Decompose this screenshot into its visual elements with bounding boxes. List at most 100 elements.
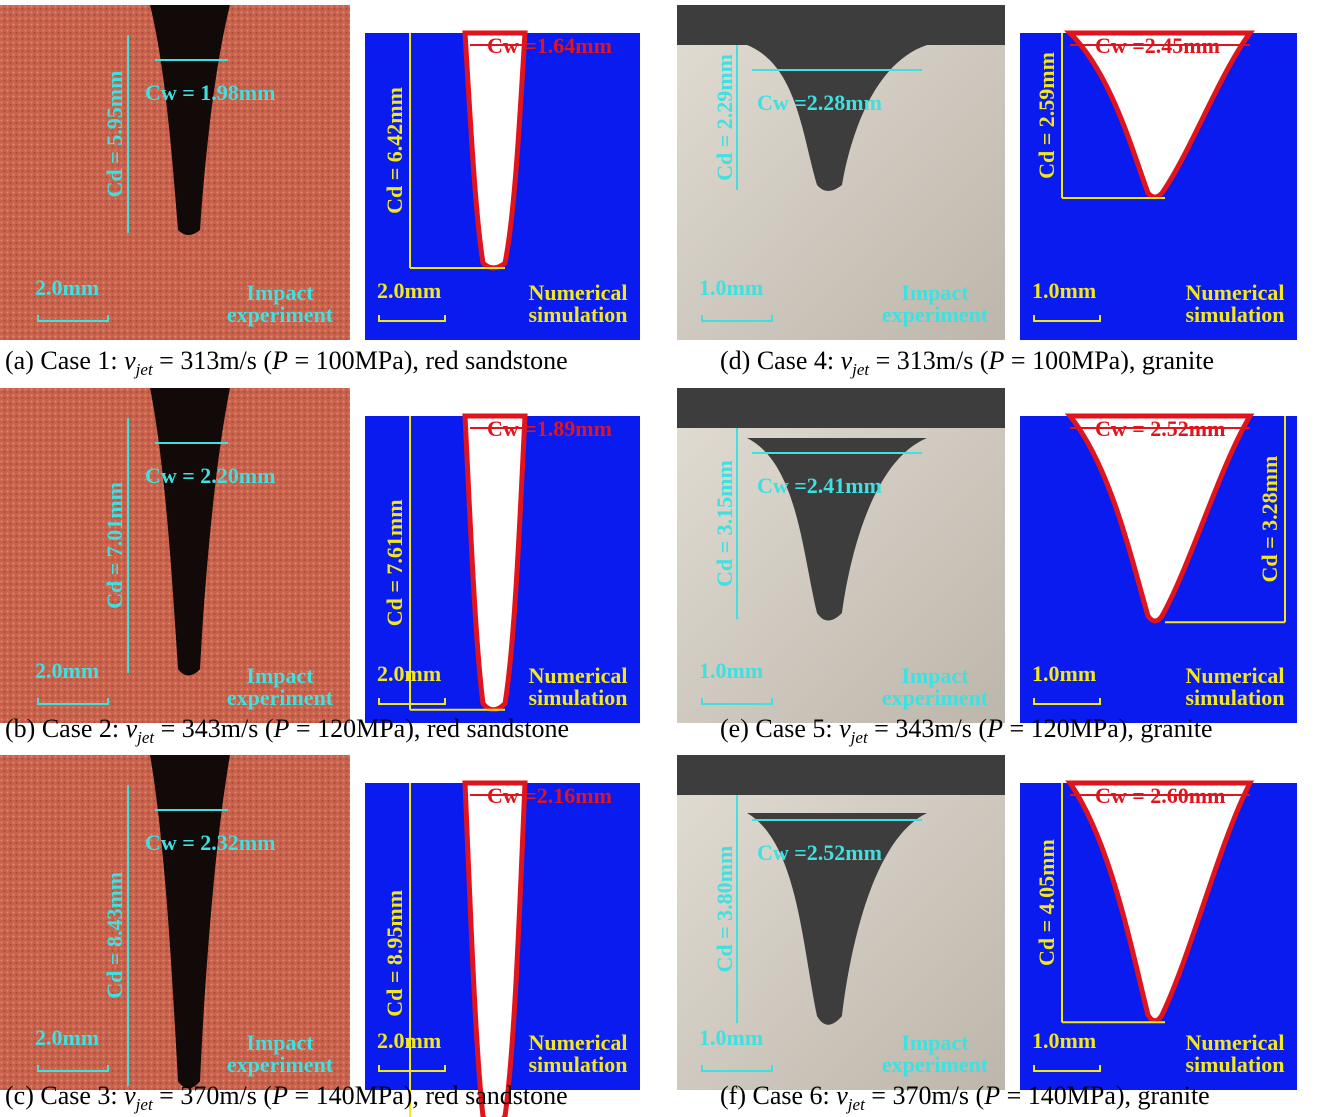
top-strip <box>365 755 640 783</box>
cd-label: Cd = 7.01mm <box>102 482 127 609</box>
cw-label: Cw =2.52mm <box>757 840 882 865</box>
caption-rest: = 100MPa), granite <box>1004 346 1214 375</box>
caption: (b) Case 2: vjet = 343m/s (P = 120MPa), … <box>5 714 569 747</box>
cw-label: Cw = 2.20mm <box>145 463 275 488</box>
cw-label: Cw =2.45mm <box>1095 33 1220 58</box>
caption-v: v <box>839 714 851 743</box>
cd-label: Cd = 3.15mm <box>712 460 737 587</box>
scale-label: 1.0mm <box>1032 278 1096 303</box>
caption-speed: = 343m/s ( <box>154 714 273 743</box>
scale-label: 2.0mm <box>377 661 441 686</box>
cw-label: Cw =2.28mm <box>757 90 882 115</box>
experiment-panel: Cw = 1.98mmCd = 5.95mm2.0mmImpactexperim… <box>0 5 350 340</box>
top-strip <box>365 5 640 33</box>
scale-label: 2.0mm <box>35 275 99 300</box>
scale-label: 1.0mm <box>699 1025 763 1050</box>
cd-label: Cd = 5.95mm <box>102 71 127 198</box>
cd-label: Cd = 3.80mm <box>712 846 737 973</box>
caption-v: v <box>841 346 853 375</box>
caption-p: P <box>271 1081 288 1110</box>
caption-sub: jet <box>134 1095 154 1114</box>
cd-label: Cd = 7.61mm <box>382 499 407 626</box>
caption-speed: = 370m/s ( <box>865 1081 984 1110</box>
caption-v: v <box>124 346 136 375</box>
caption-speed: = 370m/s ( <box>153 1081 272 1110</box>
caption-p: P <box>986 714 1003 743</box>
cd-label: Cd = 8.43mm <box>102 872 127 999</box>
caption-sub: jet <box>849 728 869 747</box>
cw-label: Cw =1.89mm <box>487 416 612 441</box>
experiment-panel: Cw = 2.32mmCd = 8.43mm2.0mmImpactexperim… <box>0 755 350 1090</box>
caption-speed: = 313m/s ( <box>869 346 988 375</box>
caption-case: (a) Case 1: <box>5 346 124 375</box>
caption-rest: = 120MPa), red sandstone <box>289 714 569 743</box>
caption-v: v <box>126 714 138 743</box>
cd-label: Cd = 8.95mm <box>382 890 407 1017</box>
top-strip <box>1020 755 1297 783</box>
caption-sub: jet <box>846 1095 866 1114</box>
panel-label: simulation <box>528 1052 627 1077</box>
caption-speed: = 343m/s ( <box>868 714 987 743</box>
cw-label: Cw = 2.52mm <box>1095 416 1225 441</box>
simulation-panel: Cw =2.45mmCd = 2.59mm1.0mmNumericalsimul… <box>1020 5 1297 340</box>
scale-label: 1.0mm <box>699 658 763 683</box>
caption: (f) Case 6: vjet = 370m/s (P = 140MPa), … <box>720 1081 1210 1114</box>
caption: (e) Case 5: vjet = 343m/s (P = 120MPa), … <box>720 714 1213 747</box>
panel-label: simulation <box>1185 1052 1284 1077</box>
caption-p: P <box>273 714 290 743</box>
cw-label: Cw =2.41mm <box>757 473 882 498</box>
panel-label: simulation <box>528 685 627 710</box>
caption-sub: jet <box>134 360 154 379</box>
cd-label: Cd = 2.59mm <box>1034 52 1059 179</box>
caption: (a) Case 1: vjet = 313m/s (P = 100MPa), … <box>5 346 568 379</box>
caption-case: (c) Case 3: <box>5 1081 124 1110</box>
cw-label: Cw = 2.32mm <box>145 830 275 855</box>
cd-label: Cd = 6.42mm <box>382 87 407 214</box>
panel-label: experiment <box>882 1052 989 1077</box>
caption-case: (f) Case 6: <box>720 1081 836 1110</box>
caption-p: P <box>983 1081 1000 1110</box>
panel-label: experiment <box>227 685 334 710</box>
top-strip <box>1020 388 1297 416</box>
scale-label: 2.0mm <box>35 1025 99 1050</box>
experiment-panel: Cw =2.41mmCd = 3.15mm1.0mmImpactexperime… <box>677 388 1005 723</box>
caption-sub: jet <box>135 728 155 747</box>
air <box>677 755 1005 795</box>
panel-label: experiment <box>227 1052 334 1077</box>
caption-sub: jet <box>850 360 870 379</box>
caption-case: (d) Case 4: <box>720 346 841 375</box>
scale-label: 1.0mm <box>1032 661 1096 686</box>
caption-rest: = 140MPa), red sandstone <box>288 1081 568 1110</box>
top-strip <box>365 388 640 416</box>
caption-rest: = 100MPa), red sandstone <box>288 346 568 375</box>
figure: Cw = 1.98mmCd = 5.95mm2.0mmImpactexperim… <box>0 0 1322 1117</box>
cd-label: Cd = 4.05mm <box>1034 839 1059 966</box>
cw-label: Cw = 1.98mm <box>145 80 275 105</box>
cw-label: Cw =1.64mm <box>487 33 612 58</box>
cw-label: Cw = 2.60mm <box>1095 783 1225 808</box>
caption: (c) Case 3: vjet = 370m/s (P = 140MPa), … <box>5 1081 568 1114</box>
panel-label: simulation <box>1185 302 1284 327</box>
cw-label: Cw =2.16mm <box>487 783 612 808</box>
caption-case: (b) Case 2: <box>5 714 126 743</box>
top-strip <box>1020 5 1297 33</box>
caption-v: v <box>124 1081 136 1110</box>
scale-label: 2.0mm <box>35 658 99 683</box>
caption-p: P <box>271 346 288 375</box>
caption-v: v <box>836 1081 848 1110</box>
scale-label: 1.0mm <box>1032 1028 1096 1053</box>
panel-label: experiment <box>882 685 989 710</box>
air <box>677 5 1005 45</box>
caption-rest: = 120MPa), granite <box>1003 714 1213 743</box>
caption-case: (e) Case 5: <box>720 714 839 743</box>
cd-label: Cd = 3.28mm <box>1257 456 1282 583</box>
caption-rest: = 140MPa), granite <box>1000 1081 1210 1110</box>
panel-label: simulation <box>528 302 627 327</box>
